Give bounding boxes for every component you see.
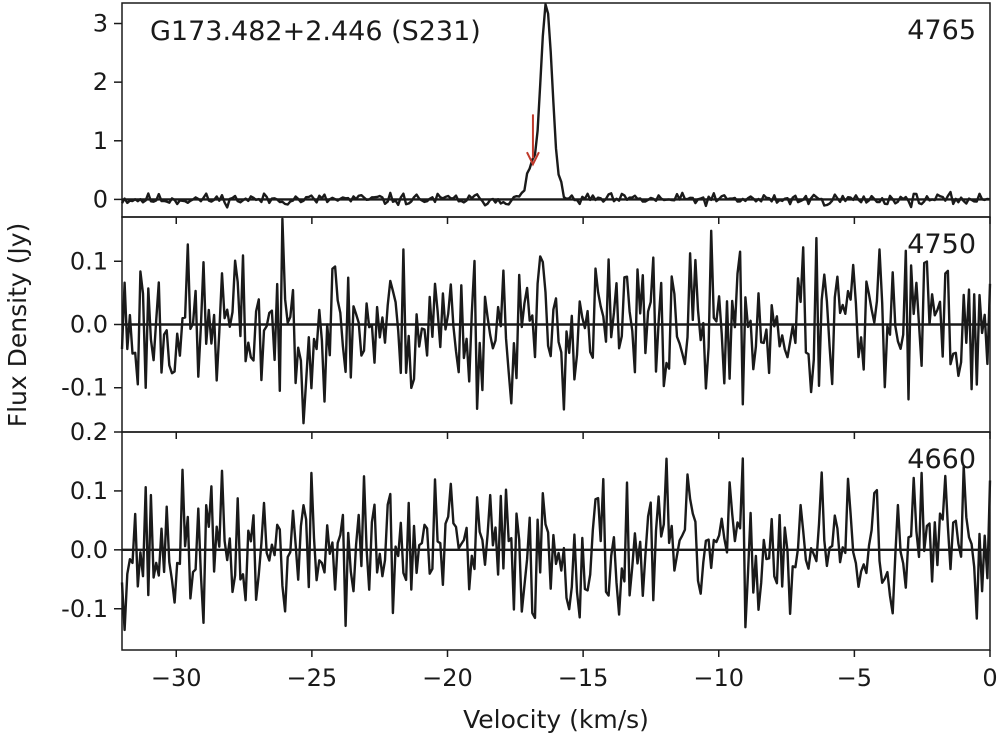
panel-label-4750: 4750 xyxy=(907,229,976,260)
y-tick-label-4660: -0.1 xyxy=(61,595,108,623)
x-axis-label: Velocity (km/s) xyxy=(463,705,649,734)
x-tick-label: −15 xyxy=(558,664,609,692)
y-tick-label-4765: 2 xyxy=(93,68,108,96)
y-tick-label-4765: 3 xyxy=(93,10,108,38)
x-tick-label: −10 xyxy=(693,664,744,692)
x-tick-label: −25 xyxy=(287,664,338,692)
x-tick-label: −20 xyxy=(422,664,473,692)
x-tick-label: −30 xyxy=(151,664,202,692)
spectrum-line-4750 xyxy=(120,217,992,425)
y-tick-label-4660: 0.2 xyxy=(70,418,108,446)
x-tick-label: −5 xyxy=(837,664,872,692)
spectrum-line-4660 xyxy=(120,457,992,632)
panel-label-4765: 4765 xyxy=(907,15,976,46)
y-tick-label-4765: 1 xyxy=(93,127,108,155)
y-tick-label-4750: 0.0 xyxy=(70,311,108,339)
panel-label-4660: 4660 xyxy=(907,444,976,475)
panel-frame-4660 xyxy=(121,431,991,651)
spectrum-line-4765 xyxy=(120,3,991,209)
y-tick-label-4765: 0 xyxy=(93,185,108,213)
y-tick-label-4750: 0.1 xyxy=(70,247,108,275)
x-tick-label: 0 xyxy=(982,664,997,692)
y-tick-label-4660: 0.1 xyxy=(70,477,108,505)
feature-arrow-head xyxy=(526,151,540,167)
y-tick-label-4750: -0.1 xyxy=(61,374,108,402)
y-axis-label: Flux Density (Jy) xyxy=(3,223,32,428)
chart-title: G173.482+2.446 (S231) xyxy=(150,16,481,47)
y-tick-label-4660: 0.0 xyxy=(70,536,108,564)
